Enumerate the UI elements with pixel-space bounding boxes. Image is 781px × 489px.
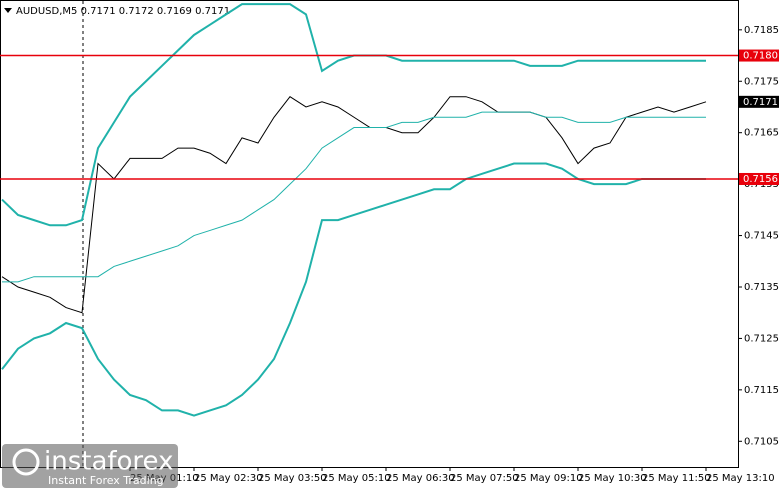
watermark-brand: instaforex — [44, 447, 173, 477]
x-tick-label: 25 May 07:50 — [450, 473, 519, 484]
y-tick-label: 0.7185 — [744, 25, 779, 36]
watermark-box — [2, 444, 178, 488]
y-tick-label: 0.7135 — [744, 282, 779, 293]
level-label: 0.7156 — [743, 174, 778, 185]
plot-layer: 0.71850.71750.71650.71550.71450.71350.71… — [0, 3, 779, 484]
current-price-box — [739, 95, 779, 108]
x-tick-label: 25 May 10:30 — [578, 473, 647, 484]
y-tick-label: 0.7125 — [744, 333, 779, 344]
watermark-tagline: Instant Forex Trading — [48, 474, 164, 487]
y-tick-label: 0.7145 — [744, 231, 779, 242]
x-tick-label: 25 May 09:10 — [514, 473, 583, 484]
price-line — [1, 96, 707, 314]
band-line — [2, 111, 706, 283]
y-tick-label: 0.7115 — [744, 385, 779, 396]
level-label-box — [739, 172, 779, 185]
watermark: instaforex Instant Forex Trading — [2, 444, 178, 488]
y-tick-label: 0.7175 — [744, 76, 779, 87]
band-line — [1, 162, 706, 417]
x-tick-label: 25 May 02:30 — [194, 473, 263, 484]
x-tick-label: 25 May 11:50 — [642, 473, 711, 484]
watermark-logo — [12, 448, 40, 476]
x-tick-label: 25 May 03:50 — [258, 473, 327, 484]
x-tick-label: 25 May 06:30 — [386, 473, 455, 484]
x-tick-label: 25 May 13:10 — [706, 473, 775, 484]
symbol-icon — [4, 8, 12, 13]
plot-frame — [0, 0, 739, 468]
current-price-label: 0.7171 — [743, 97, 778, 108]
x-tick-label: 25 May 05:10 — [322, 473, 391, 484]
chart-title: AUDUSD,M5 0.7171 0.7172 0.7169 0.7171 — [16, 6, 230, 17]
y-tick-label: 0.7105 — [744, 436, 779, 447]
level-label-box — [739, 49, 779, 62]
level-label: 0.7180 — [743, 51, 778, 62]
y-tick-label: 0.7165 — [744, 128, 779, 139]
